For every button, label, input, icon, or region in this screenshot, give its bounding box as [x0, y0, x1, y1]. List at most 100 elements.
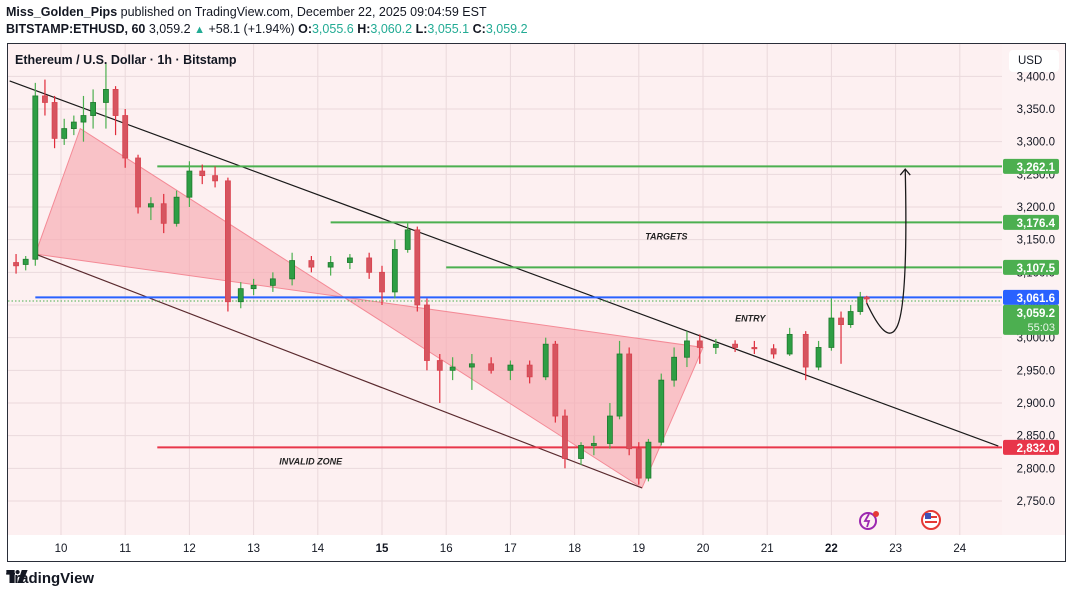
candle-body	[122, 115, 129, 159]
y-axis-tick: 3,150.0	[1017, 235, 1055, 247]
x-axis-tick: 13	[247, 543, 260, 555]
candle-body	[658, 379, 665, 443]
ohlc-low-value: 3,055.1	[427, 22, 470, 36]
y-axis-tick: 3,200.0	[1017, 202, 1055, 214]
currency-button[interactable]: USD	[1009, 50, 1059, 72]
candle-body	[712, 343, 719, 348]
candle-body	[815, 347, 822, 368]
price-label-text: 3,262.1	[1017, 162, 1056, 174]
candle-body	[160, 203, 167, 224]
y-axis-tick: 2,800.0	[1017, 463, 1055, 475]
x-axis-tick: 16	[440, 543, 453, 555]
ohlc-high-value: 3,060.2	[370, 22, 413, 36]
price-label-text: 3,107.5	[1017, 263, 1056, 275]
y-axis-tick: 2,850.0	[1017, 431, 1055, 443]
candle-body	[696, 340, 703, 348]
candle-body	[308, 260, 315, 268]
ohlc-close-label: C:	[472, 22, 486, 36]
ideas-spark-icon[interactable]	[859, 511, 879, 530]
price-change: +58.1 (+1.94%)	[208, 22, 295, 36]
x-axis-tick: 19	[632, 543, 645, 555]
candle-body	[327, 262, 334, 268]
candle-body	[684, 340, 690, 358]
candle-body	[90, 102, 96, 116]
brand-name: TradingView	[6, 570, 95, 587]
published-text: published on TradingView.com, December 2…	[120, 5, 487, 19]
candle-body	[346, 257, 353, 263]
candle-body	[838, 317, 844, 325]
candle-body	[590, 443, 597, 446]
candle-body	[562, 415, 568, 459]
y-axis-tick: 2,950.0	[1017, 365, 1055, 377]
candle-body	[616, 353, 623, 417]
annotation-targets[interactable]: TARGETS	[645, 232, 687, 242]
candle-body	[449, 366, 456, 371]
tradingview-footer: TradingView	[6, 570, 94, 587]
candle-body	[135, 157, 141, 208]
candle-body	[199, 170, 206, 177]
ohlc-high-label: H:	[357, 22, 371, 36]
price-label-invalid	[1003, 439, 1059, 455]
candle-body	[42, 95, 48, 103]
candle-body	[13, 262, 19, 267]
candle-body	[828, 317, 835, 348]
candle-body	[578, 445, 584, 459]
price-label-text: 3,061.6	[1017, 293, 1055, 305]
channel-upper-trendline[interactable]	[9, 80, 999, 447]
price-label-last-price	[1003, 304, 1059, 335]
candle-body	[863, 296, 870, 300]
candle-body	[186, 170, 193, 198]
candle-body	[732, 343, 738, 348]
candle-body	[645, 441, 652, 479]
candle-body	[379, 271, 385, 293]
y-axis-tick: 3,300.0	[1017, 137, 1055, 149]
candle-body	[366, 257, 373, 273]
x-axis-tick: 12	[183, 543, 196, 555]
candle-body	[250, 284, 257, 290]
candle-body	[269, 278, 276, 286]
candlestick-series	[13, 63, 870, 485]
price-label-text: 3,176.4	[1017, 218, 1056, 230]
candle-body	[112, 89, 119, 116]
candle-body	[391, 249, 398, 293]
price-label-target	[1003, 259, 1059, 275]
annotation-entry[interactable]: ENTRY	[735, 313, 766, 323]
candle-body	[847, 311, 854, 325]
candle-body	[237, 288, 244, 303]
projection-path[interactable]	[866, 169, 907, 334]
candle-body	[414, 229, 421, 306]
y-axis-tick: 3,350.0	[1017, 104, 1055, 116]
price-label-text: 2,832.0	[1017, 443, 1055, 455]
x-axis-tick: 23	[889, 543, 902, 555]
author-name[interactable]: Miss_Golden_Pips	[6, 5, 118, 19]
us-flag-icon[interactable]	[921, 510, 941, 530]
annotation-invalid-zone[interactable]: INVALID ZONE	[279, 456, 343, 466]
candle-body	[80, 115, 87, 123]
price-label-target	[1003, 158, 1059, 174]
candle-body	[542, 343, 549, 378]
candle-body	[103, 89, 109, 103]
candle-body	[61, 128, 68, 139]
x-axis-tick: 20	[697, 543, 710, 555]
ohlc-close-value: 3,059.2	[485, 22, 528, 36]
candle-body	[626, 353, 633, 450]
plot-area: TARGETS ENTRY INVALID ZONE	[8, 44, 1002, 535]
channel-lower-trendline[interactable]	[35, 253, 643, 489]
ohlc-open-label: O:	[298, 22, 312, 36]
bar-countdown: 55:03	[1027, 322, 1055, 334]
candle-body	[70, 121, 77, 129]
candle-body	[225, 180, 231, 303]
x-axis-tick: 11	[119, 543, 131, 555]
candle-body	[436, 360, 443, 371]
candle-body	[751, 347, 758, 350]
tradingview-logo-icon	[6, 570, 28, 583]
candle-body	[607, 415, 613, 444]
candle-body	[212, 175, 218, 182]
price-axis-background	[1002, 44, 1065, 535]
ohlc-low-label: L:	[415, 22, 428, 36]
x-axis-tick: 15	[376, 543, 389, 555]
up-arrow-icon: ▲	[194, 24, 205, 36]
candle-body	[289, 260, 296, 280]
y-axis-tick: 3,400.0	[1017, 71, 1055, 83]
